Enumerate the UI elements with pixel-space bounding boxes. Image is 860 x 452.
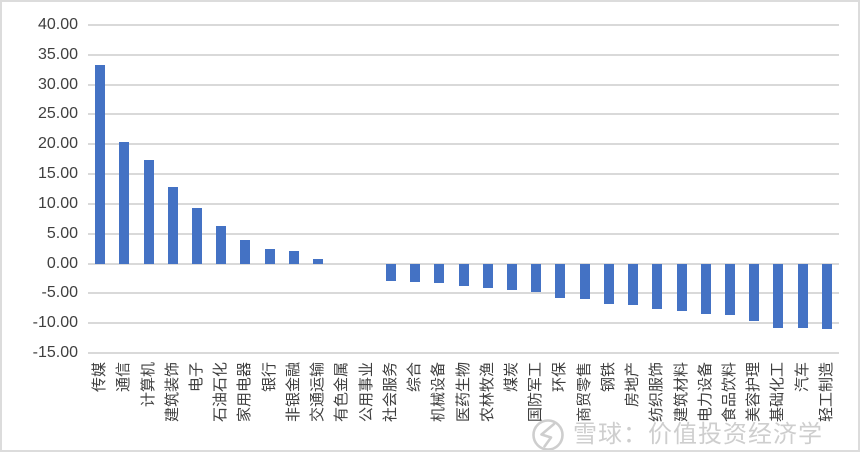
- category-label: 银行: [260, 362, 278, 393]
- category-label: 有色金属: [333, 362, 351, 423]
- y-tick-label: 15.00: [37, 165, 78, 183]
- y-gridline: [88, 53, 839, 56]
- category-label: 建筑装饰: [163, 362, 181, 423]
- snowball-icon: [532, 419, 564, 450]
- y-tick-label: 0.00: [46, 254, 78, 272]
- chart-bar: [531, 263, 542, 293]
- chart-bar: [506, 263, 517, 290]
- category-label: 通信: [115, 362, 133, 393]
- y-gridline: [88, 113, 839, 116]
- y-gridline: [88, 202, 839, 205]
- chart-bar: [167, 187, 178, 264]
- y-tick-label: 10.00: [37, 194, 78, 212]
- category-label: 农林牧渔: [478, 362, 496, 423]
- chart-bar: [95, 64, 106, 264]
- category-label: 家用电器: [236, 362, 254, 423]
- y-gridline: [88, 232, 839, 235]
- y-tick-label: 30.00: [37, 75, 78, 93]
- chart-bar: [821, 263, 832, 330]
- category-label: 机械设备: [430, 362, 448, 423]
- category-label: 传媒: [91, 362, 109, 393]
- y-tick-label: -15.00: [32, 344, 78, 361]
- chart-bar: [797, 263, 808, 328]
- chart-bar: [676, 263, 687, 312]
- chart-bar: [458, 263, 469, 287]
- chart-bar: [143, 159, 154, 264]
- chart-bar: [264, 249, 275, 264]
- chart-bar: [603, 263, 614, 305]
- chart-bar: [652, 263, 663, 309]
- y-gridline: [88, 173, 839, 176]
- y-tick-label: 25.00: [37, 105, 78, 123]
- chart-bar: [240, 239, 251, 264]
- chart-bar: [119, 141, 130, 264]
- category-label: 石油石化: [212, 362, 230, 423]
- y-gridline: [88, 83, 839, 86]
- chart-bar: [434, 263, 445, 283]
- category-label: 计算机: [139, 362, 157, 408]
- category-label: 医药生物: [454, 362, 472, 423]
- category-label: 非银金融: [284, 362, 302, 423]
- y-tick-label: 40.00: [37, 16, 78, 33]
- chart-bar: [700, 263, 711, 314]
- y-tick-label: -10.00: [32, 314, 78, 332]
- chart-bar: [192, 208, 203, 264]
- category-label: 交通运输: [309, 362, 327, 423]
- chart-bar: [410, 263, 421, 283]
- category-label: 综合: [406, 362, 424, 393]
- chart-bar: [724, 263, 735, 315]
- watermark: 雪球：价值投资经济学: [531, 418, 823, 450]
- y-tick-label: -5.00: [41, 284, 78, 302]
- category-label: 电子: [188, 362, 206, 393]
- category-label: 公用事业: [357, 362, 375, 423]
- chart-bar: [749, 263, 760, 322]
- category-label: 社会服务: [381, 362, 399, 423]
- y-tick-label: 5.00: [46, 224, 78, 242]
- y-gridline: [88, 352, 839, 354]
- chart-bar: [216, 225, 227, 264]
- chart-bar: [773, 263, 784, 328]
- chart-bar: [288, 251, 299, 264]
- y-tick-label: 35.00: [37, 45, 78, 63]
- chart-bar: [579, 263, 590, 300]
- chart-bar: [482, 263, 493, 288]
- watermark-text: 雪球：价值投资经济学: [573, 421, 823, 448]
- y-gridline: [88, 143, 839, 146]
- y-gridline: [88, 292, 839, 295]
- y-tick-label: 20.00: [37, 135, 78, 153]
- y-gridline: [88, 24, 839, 26]
- chart-bar: [628, 263, 639, 306]
- category-label: 煤炭: [502, 362, 520, 393]
- chart-bar: [385, 263, 396, 281]
- y-gridline: [88, 322, 839, 325]
- chart-bar: [555, 263, 566, 298]
- chart-bar: [313, 259, 324, 264]
